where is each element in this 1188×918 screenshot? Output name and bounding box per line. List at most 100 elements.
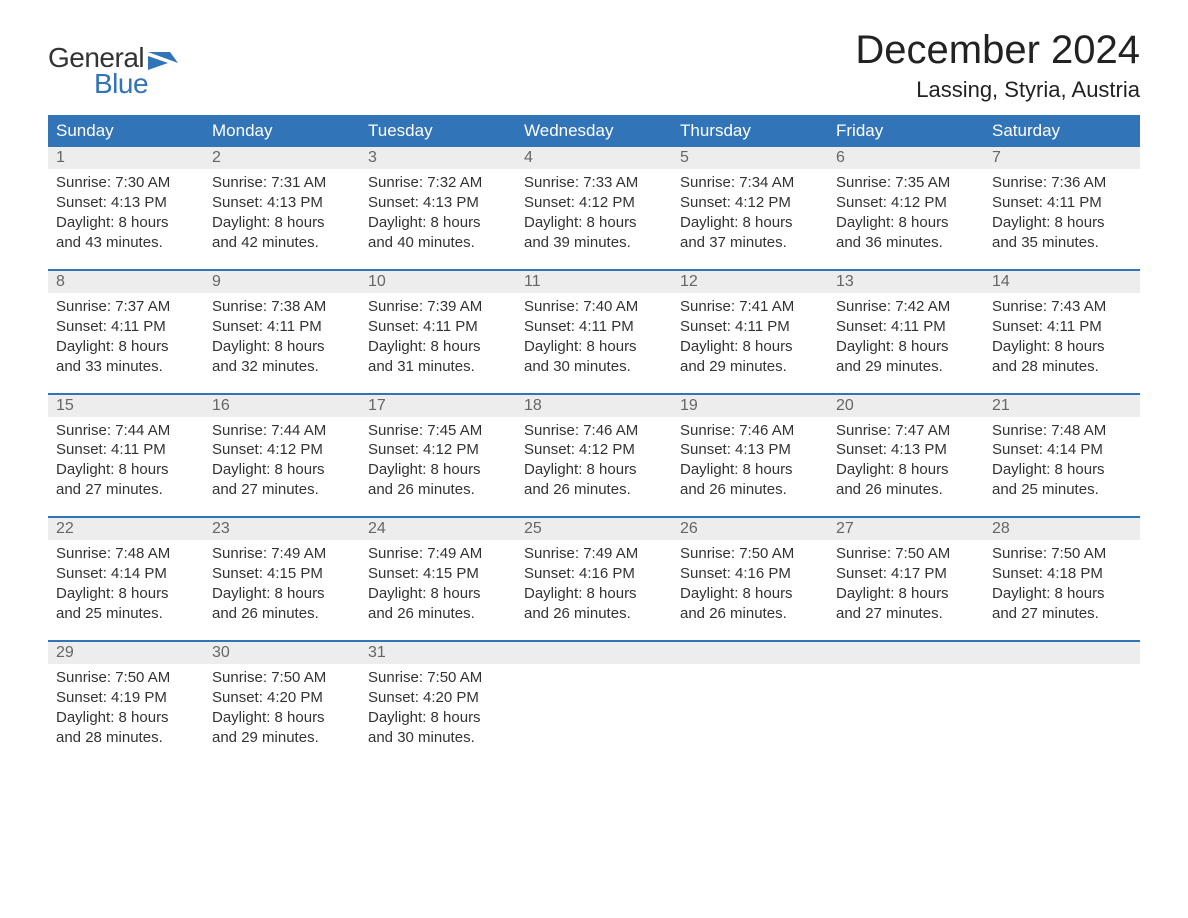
- sunrise-line: Sunrise: 7:37 AM: [56, 297, 196, 317]
- daylight-line: Daylight: 8 hours and 26 minutes.: [212, 584, 352, 624]
- day-number: 28: [984, 518, 1140, 540]
- day-number: [984, 642, 1140, 664]
- day-number: 21: [984, 395, 1140, 417]
- daylight-line: Daylight: 8 hours and 27 minutes.: [836, 584, 976, 624]
- day-of-week-header: Thursday: [672, 115, 828, 147]
- daylight-line: Daylight: 8 hours and 29 minutes.: [212, 708, 352, 748]
- day-info: Sunrise: 7:31 AMSunset: 4:13 PMDaylight:…: [204, 169, 360, 253]
- sunrise-line: Sunrise: 7:50 AM: [836, 544, 976, 564]
- day-info: Sunrise: 7:50 AMSunset: 4:19 PMDaylight:…: [48, 664, 204, 748]
- daylight-line: Daylight: 8 hours and 29 minutes.: [836, 337, 976, 377]
- sunset-line: Sunset: 4:16 PM: [680, 564, 820, 584]
- sunset-line: Sunset: 4:12 PM: [524, 193, 664, 213]
- day-number: 31: [360, 642, 516, 664]
- day-info: Sunrise: 7:49 AMSunset: 4:15 PMDaylight:…: [360, 540, 516, 624]
- day-info: Sunrise: 7:37 AMSunset: 4:11 PMDaylight:…: [48, 293, 204, 377]
- daylight-line: Daylight: 8 hours and 26 minutes.: [368, 460, 508, 500]
- day-number: 20: [828, 395, 984, 417]
- sunrise-line: Sunrise: 7:49 AM: [212, 544, 352, 564]
- sunset-line: Sunset: 4:12 PM: [524, 440, 664, 460]
- sunrise-line: Sunrise: 7:47 AM: [836, 421, 976, 441]
- sunset-line: Sunset: 4:19 PM: [56, 688, 196, 708]
- sunrise-line: Sunrise: 7:49 AM: [368, 544, 508, 564]
- daylight-line: Daylight: 8 hours and 25 minutes.: [992, 460, 1132, 500]
- day-number: 11: [516, 271, 672, 293]
- daylight-line: Daylight: 8 hours and 30 minutes.: [368, 708, 508, 748]
- day-number: 7: [984, 147, 1140, 169]
- daylight-line: Daylight: 8 hours and 43 minutes.: [56, 213, 196, 253]
- day-info: [672, 664, 828, 748]
- sunset-line: Sunset: 4:11 PM: [56, 317, 196, 337]
- month-title: December 2024: [855, 28, 1140, 73]
- daylight-line: Daylight: 8 hours and 28 minutes.: [992, 337, 1132, 377]
- day-number: 26: [672, 518, 828, 540]
- day-number: 5: [672, 147, 828, 169]
- day-info: Sunrise: 7:49 AMSunset: 4:15 PMDaylight:…: [204, 540, 360, 624]
- sunrise-line: Sunrise: 7:48 AM: [56, 544, 196, 564]
- sunrise-line: Sunrise: 7:44 AM: [56, 421, 196, 441]
- sunset-line: Sunset: 4:11 PM: [680, 317, 820, 337]
- sunrise-line: Sunrise: 7:44 AM: [212, 421, 352, 441]
- sunset-line: Sunset: 4:11 PM: [56, 440, 196, 460]
- day-of-week-header: Saturday: [984, 115, 1140, 147]
- day-number: 2: [204, 147, 360, 169]
- day-number: 24: [360, 518, 516, 540]
- day-info: Sunrise: 7:44 AMSunset: 4:11 PMDaylight:…: [48, 417, 204, 501]
- day-number: 18: [516, 395, 672, 417]
- title-block: December 2024 Lassing, Styria, Austria: [855, 28, 1140, 103]
- day-info: Sunrise: 7:50 AMSunset: 4:20 PMDaylight:…: [360, 664, 516, 748]
- day-info: Sunrise: 7:34 AMSunset: 4:12 PMDaylight:…: [672, 169, 828, 253]
- sunrise-line: Sunrise: 7:50 AM: [680, 544, 820, 564]
- daylight-line: Daylight: 8 hours and 40 minutes.: [368, 213, 508, 253]
- sunrise-line: Sunrise: 7:33 AM: [524, 173, 664, 193]
- day-info: Sunrise: 7:45 AMSunset: 4:12 PMDaylight:…: [360, 417, 516, 501]
- daylight-line: Daylight: 8 hours and 26 minutes.: [524, 584, 664, 624]
- sunrise-line: Sunrise: 7:41 AM: [680, 297, 820, 317]
- day-number: 25: [516, 518, 672, 540]
- day-of-week-header: Sunday: [48, 115, 204, 147]
- daylight-line: Daylight: 8 hours and 36 minutes.: [836, 213, 976, 253]
- daylight-line: Daylight: 8 hours and 35 minutes.: [992, 213, 1132, 253]
- day-number: 30: [204, 642, 360, 664]
- day-info: Sunrise: 7:44 AMSunset: 4:12 PMDaylight:…: [204, 417, 360, 501]
- sunrise-line: Sunrise: 7:36 AM: [992, 173, 1132, 193]
- sunset-line: Sunset: 4:11 PM: [836, 317, 976, 337]
- day-info: Sunrise: 7:50 AMSunset: 4:16 PMDaylight:…: [672, 540, 828, 624]
- day-info: [828, 664, 984, 748]
- sunset-line: Sunset: 4:12 PM: [836, 193, 976, 213]
- daylight-line: Daylight: 8 hours and 26 minutes.: [680, 584, 820, 624]
- sunrise-line: Sunrise: 7:46 AM: [524, 421, 664, 441]
- day-info: Sunrise: 7:46 AMSunset: 4:13 PMDaylight:…: [672, 417, 828, 501]
- daylight-line: Daylight: 8 hours and 26 minutes.: [836, 460, 976, 500]
- day-info: Sunrise: 7:35 AMSunset: 4:12 PMDaylight:…: [828, 169, 984, 253]
- day-of-week-header: Wednesday: [516, 115, 672, 147]
- day-number: 15: [48, 395, 204, 417]
- sunset-line: Sunset: 4:11 PM: [524, 317, 664, 337]
- sunset-line: Sunset: 4:15 PM: [368, 564, 508, 584]
- sunset-line: Sunset: 4:12 PM: [680, 193, 820, 213]
- day-info: Sunrise: 7:39 AMSunset: 4:11 PMDaylight:…: [360, 293, 516, 377]
- sunrise-line: Sunrise: 7:43 AM: [992, 297, 1132, 317]
- sunset-line: Sunset: 4:13 PM: [680, 440, 820, 460]
- day-of-week-header: Tuesday: [360, 115, 516, 147]
- daylight-line: Daylight: 8 hours and 27 minutes.: [56, 460, 196, 500]
- sunset-line: Sunset: 4:20 PM: [212, 688, 352, 708]
- day-info: Sunrise: 7:49 AMSunset: 4:16 PMDaylight:…: [516, 540, 672, 624]
- day-number: 8: [48, 271, 204, 293]
- header: General Blue December 2024 Lassing, Styr…: [48, 28, 1140, 103]
- day-of-week-header: Monday: [204, 115, 360, 147]
- daylight-line: Daylight: 8 hours and 33 minutes.: [56, 337, 196, 377]
- sunset-line: Sunset: 4:11 PM: [212, 317, 352, 337]
- day-number: [516, 642, 672, 664]
- sunrise-line: Sunrise: 7:34 AM: [680, 173, 820, 193]
- sunset-line: Sunset: 4:12 PM: [368, 440, 508, 460]
- sunrise-line: Sunrise: 7:35 AM: [836, 173, 976, 193]
- daylight-line: Daylight: 8 hours and 42 minutes.: [212, 213, 352, 253]
- sunrise-line: Sunrise: 7:32 AM: [368, 173, 508, 193]
- day-info: Sunrise: 7:30 AMSunset: 4:13 PMDaylight:…: [48, 169, 204, 253]
- daylight-line: Daylight: 8 hours and 26 minutes.: [368, 584, 508, 624]
- sunrise-line: Sunrise: 7:50 AM: [368, 668, 508, 688]
- daylight-line: Daylight: 8 hours and 26 minutes.: [680, 460, 820, 500]
- daylight-line: Daylight: 8 hours and 39 minutes.: [524, 213, 664, 253]
- day-info: Sunrise: 7:33 AMSunset: 4:12 PMDaylight:…: [516, 169, 672, 253]
